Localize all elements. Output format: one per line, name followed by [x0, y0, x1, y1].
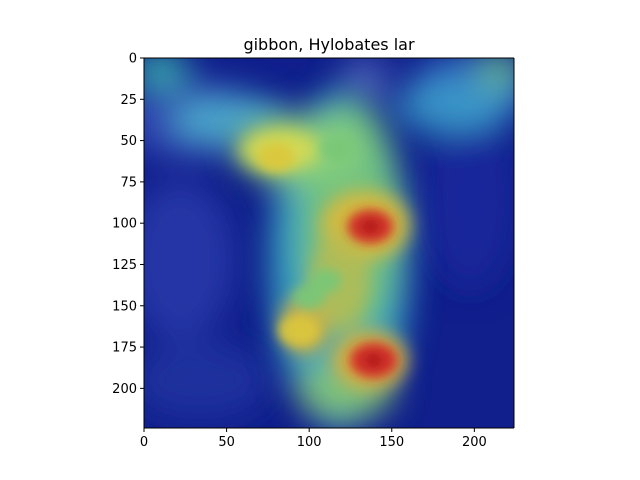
x-tick-label: 200 [462, 435, 487, 450]
hotspot-core-0 [360, 219, 381, 234]
y-tick-label: 150 [112, 299, 137, 314]
hotspot-6 [293, 285, 326, 310]
y-tick-label: 200 [112, 382, 137, 397]
hotspot-3 [257, 143, 295, 172]
heatmap-image [144, 58, 514, 428]
chart-title: gibbon, Hylobates lar [243, 35, 415, 54]
x-tick-label: 100 [297, 435, 322, 450]
axes-frame [143, 57, 515, 429]
activation-peaks [257, 136, 398, 379]
y-tick-label: 100 [112, 217, 137, 232]
y-tick-label: 175 [112, 341, 137, 356]
y-tick-label: 125 [112, 258, 137, 273]
y-tick-label: 50 [120, 134, 137, 149]
y-tick-label: 25 [120, 93, 137, 108]
hotspot-2 [278, 315, 320, 346]
x-tick-label: 0 [140, 435, 148, 450]
x-axis: 0 50 100 150 200 [140, 428, 487, 450]
x-tick-label: 150 [379, 435, 404, 450]
hotspot-core-1 [363, 353, 384, 368]
x-tick-label: 50 [218, 435, 235, 450]
y-axis: 0 25 50 75 100 125 150 175 200 [112, 52, 144, 397]
hotspot-5 [309, 268, 342, 294]
background-texture [144, 58, 514, 420]
y-tick-label: 75 [120, 175, 137, 190]
y-tick-label: 0 [129, 52, 137, 67]
hotspot-4 [320, 136, 355, 162]
